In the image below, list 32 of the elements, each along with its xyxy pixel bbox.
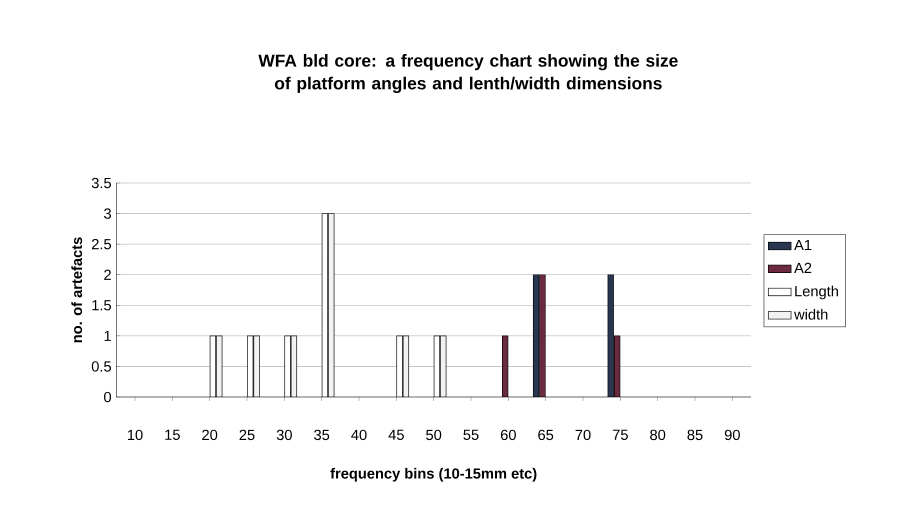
x-tick-label: 80: [650, 430, 666, 440]
x-tick-label: 60: [500, 430, 516, 440]
y-tick-label: 3.5: [92, 178, 111, 188]
legend-label: A2: [794, 262, 812, 273]
x-tick-label: 90: [724, 430, 740, 440]
x-axis-title: frequency bins (10-15mm etc): [330, 468, 536, 482]
x-tick-label: 15: [165, 430, 180, 440]
x-tick-label: 50: [426, 430, 442, 440]
x-tick-label: 30: [276, 430, 292, 440]
x-tick-label: 35: [314, 430, 330, 440]
y-tick-label: 0.5: [92, 361, 111, 372]
x-tick-label: 70: [576, 430, 591, 440]
x-tick-label: 25: [240, 430, 255, 440]
y-axis-title: no. of artefacts: [71, 237, 82, 342]
y-tick-label: 1.5: [92, 300, 111, 310]
x-tick-label: 55: [463, 430, 479, 440]
x-tick-label: 10: [128, 430, 143, 440]
legend-label: Length: [795, 286, 838, 300]
y-tick-label: 1: [104, 330, 111, 341]
legend-label: A1: [794, 240, 812, 250]
legend-label: width: [794, 308, 828, 320]
y-tick-label: 3: [104, 208, 111, 219]
x-tick-label: 85: [687, 430, 703, 440]
y-tick-label: 2.5: [92, 238, 111, 250]
x-tick-label: 65: [538, 430, 554, 440]
y-tick-label: 2: [104, 270, 111, 280]
chart-title: WFA bld core: a frequency chart showing the size of platform angles and lenth/width dimensions: [258, 54, 678, 93]
x-tick-label: 45: [388, 430, 404, 440]
x-tick-label: 20: [202, 430, 218, 440]
x-tick-label: 40: [351, 430, 367, 440]
y-tick-label: 0: [104, 392, 112, 402]
x-tick-label: 75: [612, 430, 628, 440]
